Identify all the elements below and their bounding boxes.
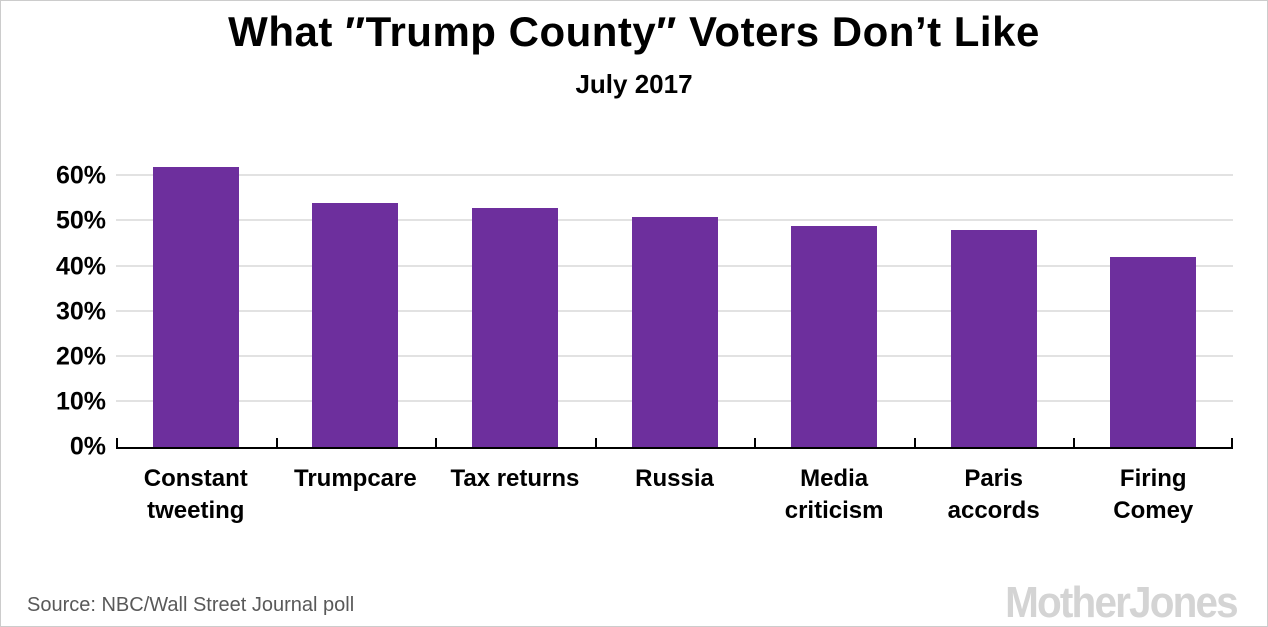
motherjones-logo: MotherJones — [1005, 578, 1239, 627]
x-axis-label-tax-returns: Tax returns — [450, 465, 580, 492]
x-axis-label-russia: Russia — [635, 465, 714, 492]
x-axis-tick — [275, 438, 278, 447]
x-axis-tick — [754, 438, 757, 447]
y-axis: 0% 10% 20% 30% 40% 50% 60% — [31, 146, 106, 461]
chart-title: What ″Trump County″ Voters Don’t Like — [228, 8, 1040, 55]
y-axis-tick-label-30: 30% — [55, 297, 106, 326]
x-axis-tick — [116, 438, 118, 447]
x-axis-line — [116, 447, 1233, 449]
x-axis-tick — [435, 438, 438, 447]
y-axis-tick-label-10: 10% — [55, 387, 106, 416]
bar-tax-returns — [471, 207, 558, 447]
x-axis-label-media-criticism: Media criticism — [784, 465, 884, 524]
x-axis-label-trumpcare: Trumpcare — [294, 465, 417, 492]
x-axis-tick — [594, 438, 597, 447]
x-axis-tick — [1073, 438, 1076, 447]
x-axis-tick — [913, 438, 916, 447]
bar-russia — [631, 216, 718, 447]
gridline-60 — [116, 174, 1233, 177]
chart-subtitle: July 2017 — [575, 69, 693, 99]
y-axis-tick-label-0: 0% — [69, 432, 106, 461]
y-axis-tick-label-20: 20% — [55, 342, 106, 371]
bar-paris-accords — [950, 230, 1037, 447]
x-axis-label-paris-accords: Paris accords — [947, 465, 1040, 524]
y-axis-tick-label-50: 50% — [55, 206, 106, 235]
bar-constant-tweeting — [152, 167, 239, 447]
y-axis-tick-label-40: 40% — [55, 252, 106, 280]
source-note: Source: NBC/Wall Street Journal poll — [27, 594, 355, 616]
x-axis-label-firing-comey: Firing Comey — [1113, 465, 1194, 524]
x-axis-tick — [1231, 438, 1233, 447]
bar-media-criticism — [791, 225, 878, 447]
x-axis-label-constant-tweeting: Constant tweeting — [143, 465, 248, 524]
x-axis: Constant tweeting Trumpcare Tax returns Rus… — [116, 463, 1233, 526]
bar-trumpcare — [312, 203, 399, 447]
bar-firing-comey — [1110, 257, 1197, 447]
y-axis-tick-label-60: 60% — [55, 161, 106, 190]
plot-area — [116, 146, 1233, 449]
